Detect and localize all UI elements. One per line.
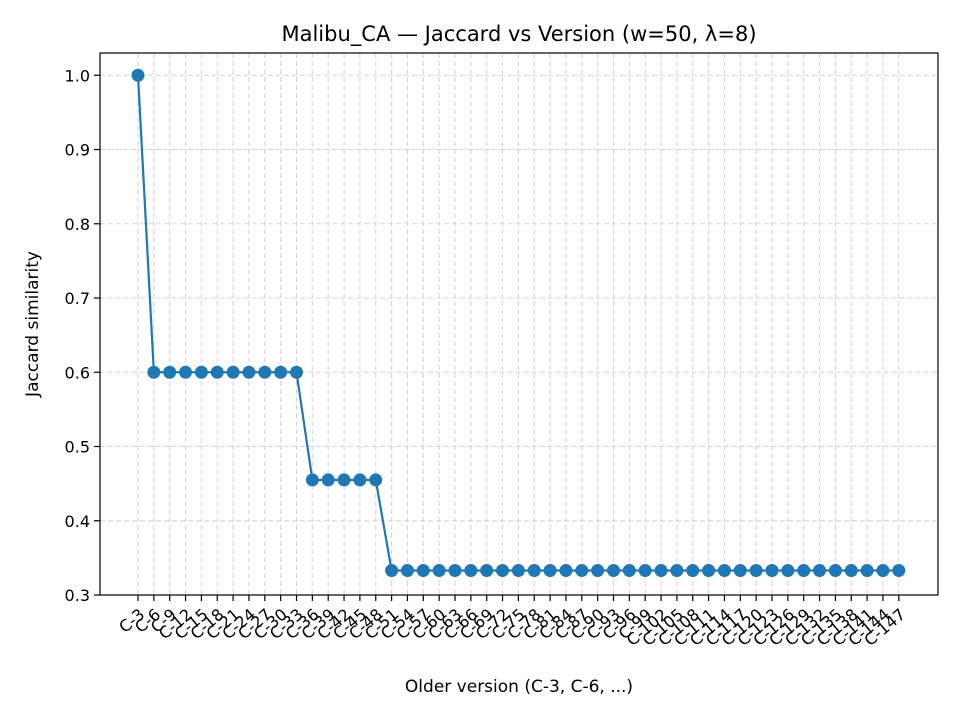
data-point [511,563,525,577]
data-point [844,563,858,577]
y-axis: 0.3 0.4 0.5 0.6 0.7 0.8 0.9 1.0 [65,66,100,605]
data-point [527,563,541,577]
plot-frame [99,52,939,596]
data-point [464,563,478,577]
data-point [179,365,193,379]
data-point [702,563,716,577]
y-tick-label: 1.0 [65,66,90,85]
grid-layer [100,53,938,596]
data-point [147,365,161,379]
data-point [876,563,890,577]
data-point [797,563,811,577]
data-point [416,563,430,577]
data-point [654,563,668,577]
data-point [385,563,399,577]
data-point [607,563,620,577]
y-tick-label: 0.6 [65,363,90,382]
data-point [749,563,763,577]
data-point [480,563,494,577]
data-point [638,563,652,577]
y-tick-label: 0.3 [65,586,90,605]
data-point [353,473,367,487]
data-point [813,563,827,577]
data-point [226,365,240,379]
data-point [337,473,351,487]
data-point [432,563,446,577]
data-point [163,365,177,379]
y-tick-label: 0.9 [65,141,90,160]
data-point [717,563,731,577]
data-point [733,563,747,577]
y-tick-label: 0.4 [65,512,90,531]
series-points [131,68,906,577]
y-tick-label: 0.8 [65,215,90,234]
x-axis-label: Older version (C-3, C-6, ...) [405,677,633,697]
data-point [670,563,684,577]
y-axis-label: Jaccard similarity [23,251,43,398]
data-point [591,563,605,577]
data-point [448,563,462,577]
data-point [575,563,589,577]
y-tick-label: 0.5 [65,438,90,457]
data-point [559,563,573,577]
data-point [860,563,874,577]
data-point [828,563,842,577]
chart-title: Malibu_CA — Jaccard vs Version (w=50, λ=… [281,22,756,47]
data-point [290,365,303,379]
data-point [131,68,145,82]
data-point [496,563,510,577]
data-point [781,563,795,577]
data-point [210,365,224,379]
data-point [765,563,779,577]
data-point [543,563,557,577]
data-point [321,473,335,487]
data-point [686,563,700,577]
y-tick-label: 0.7 [65,289,90,308]
data-point [274,365,288,379]
x-axis: C-3C-6C-9C-12C-15C-18C-21C-24C-27C-30C-3… [115,595,909,650]
data-point [242,365,256,379]
data-point [622,563,636,577]
data-point [258,365,272,379]
data-point [194,365,208,379]
data-point [400,563,414,577]
data-point [305,473,319,487]
data-point [369,473,383,487]
data-point [892,563,906,577]
